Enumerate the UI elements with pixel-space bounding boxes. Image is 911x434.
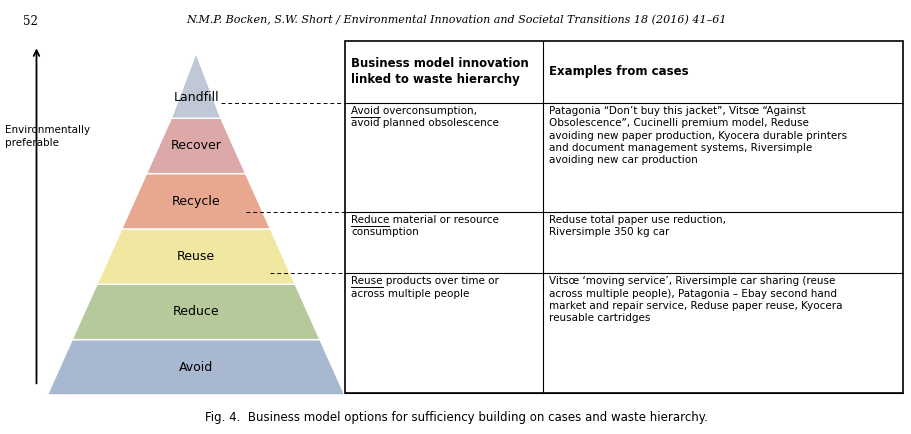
Text: N.M.P. Bocken, S.W. Short / Environmental Innovation and Societal Transitions 18: N.M.P. Bocken, S.W. Short / Environmenta… [186, 15, 725, 26]
Polygon shape [147, 118, 245, 174]
Text: Reduce: Reduce [172, 306, 220, 319]
Polygon shape [47, 339, 344, 395]
Text: Recycle: Recycle [171, 195, 220, 208]
Text: Recover: Recover [170, 139, 221, 152]
Text: 52: 52 [23, 15, 37, 28]
Text: Business model innovation
linked to waste hierarchy: Business model innovation linked to wast… [351, 57, 528, 86]
Text: Reduce: Reduce [351, 215, 389, 225]
Text: Fig. 4.  Business model options for sufficiency building on cases and waste hier: Fig. 4. Business model options for suffi… [204, 411, 707, 424]
Text: Avoid overconsumption,
avoid planned obsolescence: Avoid overconsumption, avoid planned obs… [351, 106, 498, 128]
Bar [344, 41, 902, 393]
Text: Reuse: Reuse [351, 276, 383, 286]
Polygon shape [72, 284, 320, 339]
Text: Examples from cases: Examples from cases [548, 66, 688, 79]
Text: Patagonia “Don’t buy this jacket”, Vitsœ “Against
Obsolescence”, Cucinelli premi: Patagonia “Don’t buy this jacket”, Vitsœ… [548, 106, 846, 165]
Text: Avoid: Avoid [179, 361, 213, 374]
Text: Reuse: Reuse [177, 250, 215, 263]
Text: Reduce material or resource
consumption: Reduce material or resource consumption [351, 215, 498, 237]
Text: Avoid: Avoid [351, 106, 379, 116]
Text: Reuse products over time or
across multiple people: Reuse products over time or across multi… [351, 276, 498, 299]
Text: Reduse total paper use reduction,
Riversimple 350 kg car: Reduse total paper use reduction, Rivers… [548, 215, 725, 237]
Polygon shape [171, 53, 220, 118]
Polygon shape [122, 174, 270, 229]
Polygon shape [97, 229, 295, 284]
Text: Landfill: Landfill [173, 91, 219, 104]
Text: Environmentally
preferable: Environmentally preferable [5, 125, 89, 148]
Text: Vitsœ ‘moving service’, Riversimple car sharing (reuse
across multiple people), : Vitsœ ‘moving service’, Riversimple car … [548, 276, 842, 323]
